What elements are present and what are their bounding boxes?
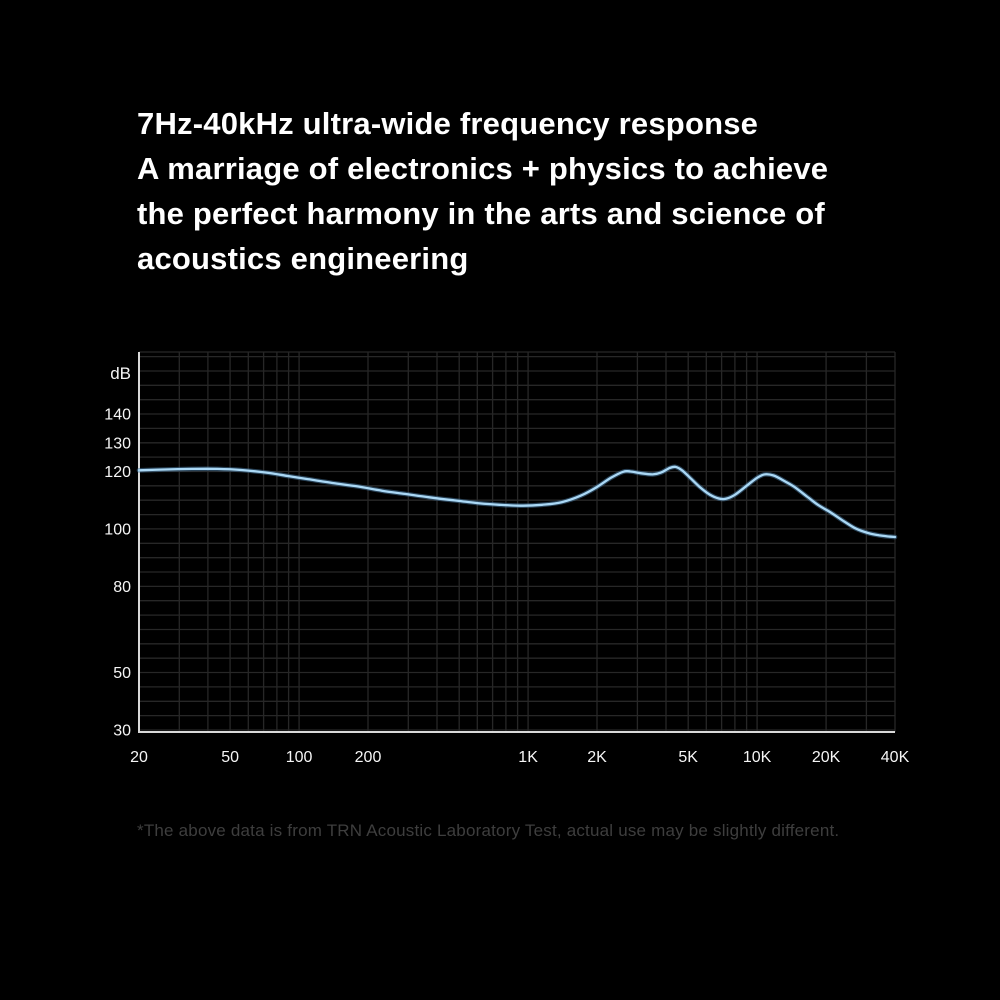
heading-line-4: acoustics engineering <box>137 241 469 276</box>
heading-line-1: 7Hz-40kHz ultra-wide frequency response <box>137 106 759 141</box>
x-tick-label-50: 50 <box>221 749 239 766</box>
y-tick-label-140: 140 <box>104 407 131 424</box>
y-tick-label-50: 50 <box>113 665 131 682</box>
curve-line <box>137 465 897 539</box>
chart-labels: dB 140 130 120 100 80 50 30 20 50 100 200 1K 2K 5K 10K 2… <box>104 364 909 766</box>
x-tick-label-40K: 40K <box>881 749 910 766</box>
x-tick-label-10K: 10K <box>743 749 772 766</box>
y-tick-label-130: 130 <box>104 435 131 452</box>
chart-axes <box>138 352 895 733</box>
page-title: 7Hz-40kHz ultra-wide frequency response … <box>137 101 957 281</box>
x-tick-label-2K: 2K <box>587 749 607 766</box>
y-tick-label-30: 30 <box>113 723 131 740</box>
x-tick-label-1K: 1K <box>518 749 538 766</box>
heading-line-3: the perfect harmony in the arts and scie… <box>137 196 825 231</box>
chart-curve <box>136 464 898 540</box>
y-tick-label-120: 120 <box>104 464 131 481</box>
footnote: *The above data is from TRN Acoustic Lab… <box>137 821 840 840</box>
y-axis-unit-label: dB <box>110 364 131 383</box>
x-tick-label-5K: 5K <box>678 749 698 766</box>
y-tick-label-80: 80 <box>113 579 131 596</box>
x-tick-label-20K: 20K <box>812 749 841 766</box>
x-tick-label-200: 200 <box>355 749 382 766</box>
chart-gridlines <box>138 351 896 732</box>
y-tick-label-100: 100 <box>104 521 131 538</box>
x-tick-label-20: 20 <box>130 749 148 766</box>
x-tick-label-100: 100 <box>286 749 313 766</box>
heading-line-2: A marriage of electronics + physics to a… <box>137 151 829 186</box>
